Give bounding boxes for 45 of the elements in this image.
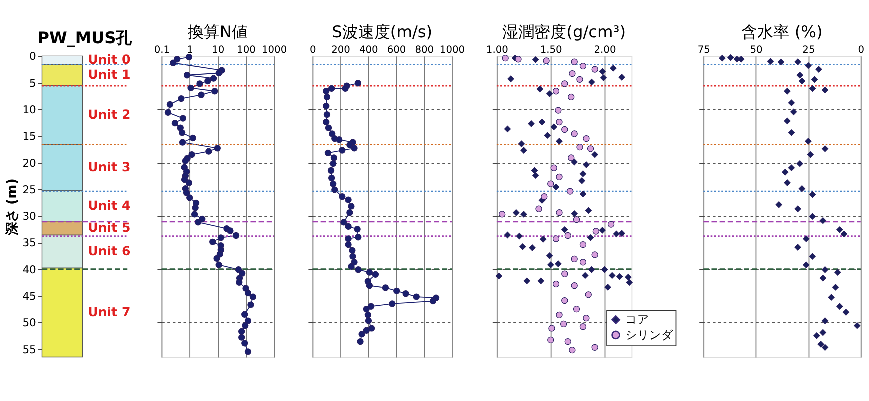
series-label: Unit 4	[88, 198, 131, 213]
chart-title: 含水率 (%)	[742, 22, 823, 42]
x-tick-label: 1	[187, 45, 194, 56]
series-label: Unit 2	[88, 106, 131, 122]
x-tick-label: 1.00	[486, 45, 508, 56]
x-tick-label: 50	[750, 45, 763, 56]
x-tick-label: 2.00	[594, 45, 616, 56]
chart-title: PW_MUS孔	[38, 28, 134, 48]
x-tick-label: 600	[387, 45, 406, 56]
y-tick-label: 10	[22, 104, 37, 117]
y-tick-label: 25	[22, 183, 36, 196]
series-label: Unit 5	[88, 220, 131, 235]
x-tick-label: 800	[415, 45, 434, 56]
x-tick-label: 25	[802, 45, 816, 56]
legend-label: シリンダ	[625, 328, 674, 342]
series-label: Unit 3	[88, 159, 131, 174]
x-tick-label: 400	[359, 45, 378, 56]
y-tick-label: 35	[22, 236, 36, 250]
legend-label: コア	[625, 312, 650, 327]
chart-title: 換算N値	[188, 22, 248, 42]
x-tick-label: 0	[310, 45, 316, 56]
y-tick-label: 30	[22, 210, 37, 224]
y-tick-label: 20	[22, 156, 37, 170]
y-tick-label: 40	[22, 263, 37, 276]
x-tick-label: 1000	[440, 45, 466, 56]
y-tick-label: 5	[30, 76, 36, 90]
x-tick-label: 100	[237, 45, 256, 56]
x-tick-label: 0	[858, 45, 865, 56]
x-tick-label: 1.50	[540, 45, 562, 56]
series-label: Unit 0	[88, 52, 131, 68]
x-tick-label: 1000	[262, 45, 288, 56]
x-tick-label: 10	[212, 45, 225, 56]
x-tick-label: 75	[698, 45, 710, 56]
y-tick-label: 50	[22, 316, 37, 330]
y-axis-title: 深さ (m)	[4, 178, 20, 237]
chart-title: 湿潤密度(g/cm³)	[502, 22, 626, 42]
y-tick-label: 55	[22, 343, 36, 356]
y-tick-label: 45	[22, 290, 36, 304]
series-label: Unit 1	[88, 66, 131, 82]
series-label: Unit 7	[88, 304, 131, 320]
x-tick-label: 0.1	[154, 45, 170, 56]
chart-title: S波速度(m/s)	[332, 22, 433, 42]
series-label: Unit 6	[88, 243, 131, 258]
y-tick-label: 15	[22, 130, 36, 144]
x-tick-label: 200	[332, 45, 350, 56]
